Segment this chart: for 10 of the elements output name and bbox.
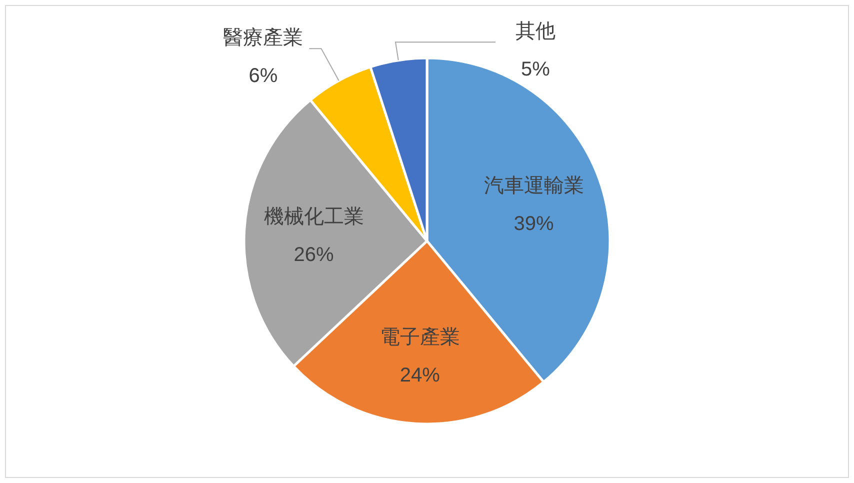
data-label: 5% bbox=[521, 58, 550, 80]
data-label: 24% bbox=[400, 364, 440, 387]
data-label: 39% bbox=[514, 212, 554, 235]
slice-label: 醫療產業 bbox=[223, 26, 304, 49]
slice-label: 電子產業 bbox=[380, 326, 460, 349]
data-label: 26% bbox=[294, 244, 334, 266]
slice-label: 機械化工業 bbox=[264, 206, 364, 228]
data-label: 6% bbox=[248, 64, 278, 87]
slice-label: 其他 bbox=[516, 20, 556, 42]
slice-label: 汽車運輸業 bbox=[484, 174, 584, 197]
